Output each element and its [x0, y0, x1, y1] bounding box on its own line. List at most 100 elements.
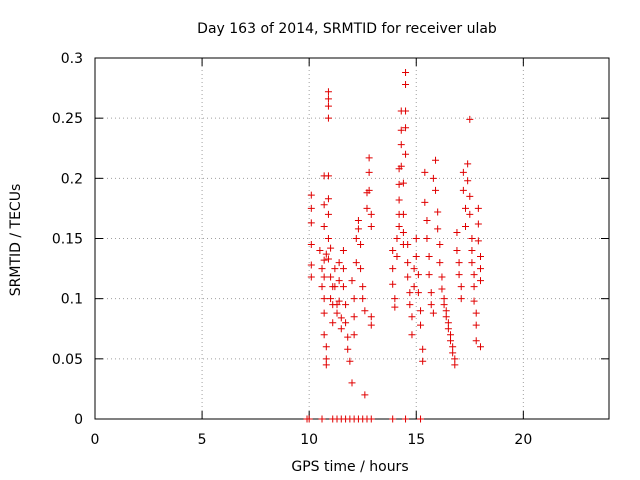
data-point	[342, 301, 350, 309]
data-point	[307, 273, 315, 281]
data-point	[320, 295, 328, 303]
data-point	[474, 204, 482, 212]
data-point	[357, 241, 365, 249]
data-point	[466, 210, 474, 218]
data-point	[399, 210, 407, 218]
data-point	[348, 379, 356, 387]
data-point	[305, 415, 313, 423]
data-point	[344, 345, 352, 353]
data-point	[477, 343, 484, 351]
data-point	[414, 271, 422, 279]
data-point	[350, 295, 358, 303]
data-point	[472, 321, 480, 329]
data-point	[395, 196, 403, 204]
data-point	[367, 210, 375, 218]
data-point	[333, 301, 341, 309]
data-point	[318, 415, 326, 423]
data-point	[327, 273, 335, 281]
data-point	[438, 285, 446, 293]
y-axis-label: SRMTID / TECUs	[8, 184, 24, 297]
data-point	[417, 307, 425, 315]
data-point	[427, 289, 435, 297]
data-point	[361, 391, 369, 399]
data-point	[324, 172, 332, 180]
data-point	[406, 289, 414, 297]
data-point	[307, 219, 315, 227]
data-point	[397, 162, 405, 170]
x-tick-label: 10	[300, 432, 318, 448]
data-point	[391, 303, 399, 311]
data-point	[477, 265, 484, 273]
data-point	[350, 313, 358, 321]
data-point	[412, 253, 420, 261]
data-point	[344, 333, 352, 341]
data-point	[402, 415, 410, 423]
data-point	[329, 319, 337, 327]
data-point	[389, 247, 397, 255]
data-point	[335, 259, 343, 267]
data-point	[444, 325, 452, 333]
data-point	[451, 361, 459, 369]
data-point	[432, 156, 440, 164]
data-point	[402, 124, 410, 132]
data-point	[322, 343, 330, 351]
data-point	[470, 283, 478, 291]
data-point	[320, 201, 328, 209]
data-point	[354, 225, 362, 233]
data-point	[440, 301, 448, 309]
data-point	[322, 250, 330, 258]
data-point	[468, 235, 476, 242]
data-point	[327, 295, 335, 303]
data-point	[442, 313, 450, 321]
data-point	[318, 283, 326, 291]
data-point	[412, 235, 420, 242]
data-point	[367, 313, 375, 321]
x-axis-label: GPS time / hours	[291, 459, 408, 475]
data-point	[342, 319, 350, 327]
data-point	[320, 309, 328, 317]
data-point	[352, 235, 360, 242]
data-point	[395, 222, 403, 230]
data-point	[438, 273, 446, 281]
data-point	[352, 259, 360, 267]
data-point	[457, 283, 465, 291]
data-point	[307, 204, 315, 212]
data-point	[389, 415, 397, 423]
data-point	[455, 271, 463, 279]
data-point	[361, 307, 369, 315]
data-point	[417, 415, 425, 423]
y-tick-label: 0.3	[61, 51, 83, 67]
data-point	[397, 141, 405, 149]
data-point	[393, 253, 401, 261]
x-tick-label: 20	[514, 432, 532, 448]
data-point	[402, 80, 410, 88]
data-point	[447, 331, 455, 339]
data-point	[391, 295, 399, 303]
data-point	[365, 168, 373, 176]
data-point	[477, 253, 484, 261]
data-point	[429, 309, 437, 317]
data-point	[367, 222, 375, 230]
data-point	[399, 179, 407, 187]
data-point	[408, 313, 416, 321]
data-point	[462, 204, 470, 212]
data-point	[436, 241, 444, 249]
data-point	[307, 191, 315, 199]
data-point	[320, 331, 328, 339]
data-point	[457, 295, 465, 303]
data-point	[395, 180, 403, 188]
data-point	[425, 253, 433, 261]
data-point	[421, 168, 429, 176]
data-point	[359, 283, 367, 291]
data-point	[474, 220, 482, 228]
x-tick-label: 15	[407, 432, 425, 448]
data-point	[466, 192, 474, 200]
axis-ticks: 0 0.05 0.1 0.15 0.2 0.25 0.3 0 5 10 15 20	[52, 51, 609, 448]
data-point	[474, 237, 482, 245]
data-point	[464, 177, 472, 185]
data-point	[459, 168, 467, 176]
data-point	[324, 235, 332, 242]
x-tick-label: 5	[198, 432, 207, 448]
data-point	[453, 247, 461, 255]
data-point	[462, 222, 470, 230]
